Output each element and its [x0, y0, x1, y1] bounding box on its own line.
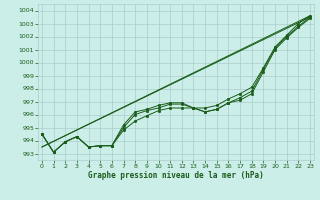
X-axis label: Graphe pression niveau de la mer (hPa): Graphe pression niveau de la mer (hPa)	[88, 171, 264, 180]
